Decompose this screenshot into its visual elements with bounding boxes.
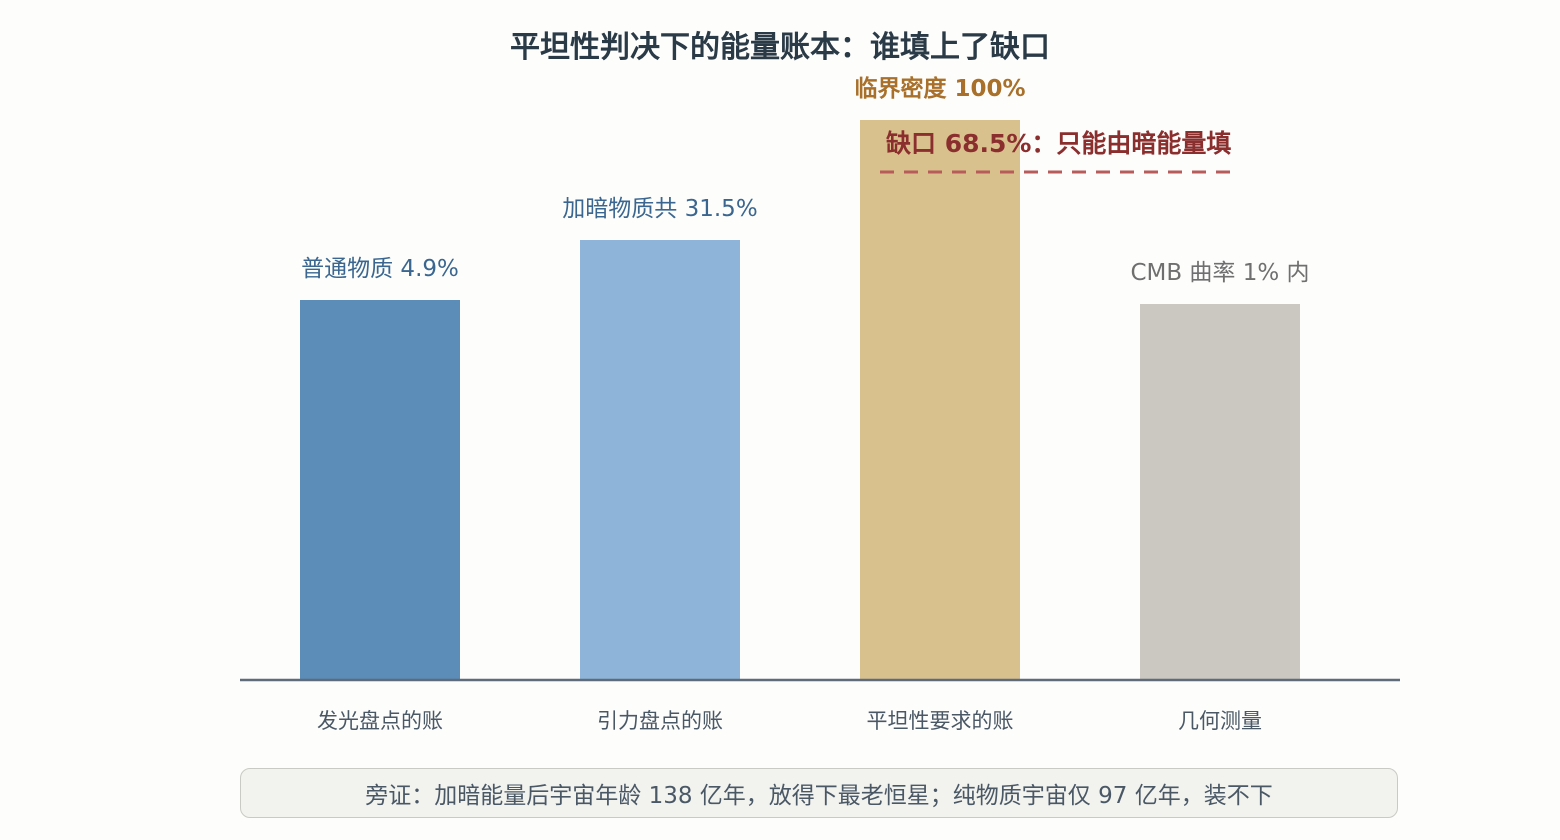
bar-4	[1140, 304, 1300, 680]
bars-group	[240, 120, 1400, 682]
bar-label-1: 普通物质 4.9%	[301, 256, 459, 282]
category-label-1: 发光盘点的账	[317, 709, 443, 733]
gap-annotation-label: 缺口 68.5%：只能由暗能量填	[886, 129, 1231, 158]
bar-label-2: 加暗物质共 31.5%	[562, 196, 757, 222]
category-label-4: 几何测量	[1178, 709, 1262, 733]
note-text: 旁证：加暗能量后宇宙年龄 138 亿年，放得下最老恒星；纯物质宇宙仅 97 亿年…	[365, 783, 1273, 809]
bar-2	[580, 240, 740, 680]
category-label-3: 平坦性要求的账	[867, 709, 1014, 733]
annotation-group: 缺口 68.5%：只能由暗能量填	[880, 129, 1234, 174]
bar-label-3: 临界密度 100%	[854, 75, 1025, 102]
note-box: 旁证：加暗能量后宇宙年龄 138 亿年，放得下最老恒星；纯物质宇宙仅 97 亿年…	[240, 768, 1398, 818]
category-label-2: 引力盘点的账	[597, 709, 723, 733]
chart-title: 平坦性判决下的能量账本：谁填上了缺口	[510, 30, 1050, 65]
bar-1	[300, 300, 460, 680]
bar-3	[860, 120, 1020, 680]
bar-label-4: CMB 曲率 1% 内	[1130, 260, 1309, 286]
labels-group: 普通物质 4.9% 发光盘点的账 加暗物质共 31.5% 引力盘点的账 临界密度 100…	[301, 75, 1309, 733]
